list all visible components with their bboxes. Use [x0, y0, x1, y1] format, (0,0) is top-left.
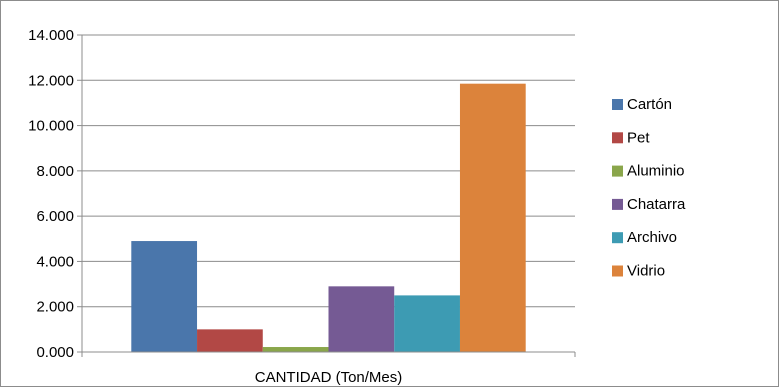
legend-swatch — [612, 198, 623, 210]
bar-vidrio — [459, 83, 526, 353]
legend: Cartón Pet Aluminio Chatarra Archivo Vidrio — [612, 96, 686, 280]
legend-label: Cartón — [627, 96, 672, 113]
bar-archivo — [394, 295, 460, 352]
legend-label: Vidrio — [627, 263, 665, 280]
x-category-label: CANTIDAD (Ton/Mes) — [255, 369, 403, 386]
y-tick-label: 14.000 — [28, 27, 74, 44]
y-tick-label: 2.000 — [36, 299, 74, 316]
legend-swatch — [612, 99, 623, 110]
legend-label: Pet — [627, 129, 650, 146]
bars — [131, 83, 526, 353]
bar-chatarra — [328, 286, 395, 352]
legend-swatch — [612, 165, 623, 177]
legend-swatch — [612, 232, 623, 244]
legend-swatch — [612, 132, 623, 144]
legend-label: Aluminio — [627, 163, 685, 180]
y-tick-label: 0.000 — [36, 344, 74, 361]
y-tick-label: 10.000 — [28, 118, 74, 135]
y-tick-label: 8.000 — [36, 163, 74, 180]
bar-cart-n — [131, 241, 198, 352]
bar-aluminio — [262, 347, 329, 352]
bar-pet — [197, 329, 263, 352]
legend-swatch — [612, 265, 623, 277]
y-tick-label: 4.000 — [36, 253, 74, 270]
legend-label: Chatarra — [627, 196, 686, 213]
legend-label: Archivo — [627, 229, 677, 246]
y-tick-label: 12.000 — [28, 72, 74, 89]
axes: 0.000 2.000 4.000 6.000 8.000 10.000 12.000 14.… — [28, 27, 576, 386]
y-tick-label: 6.000 — [36, 208, 74, 225]
